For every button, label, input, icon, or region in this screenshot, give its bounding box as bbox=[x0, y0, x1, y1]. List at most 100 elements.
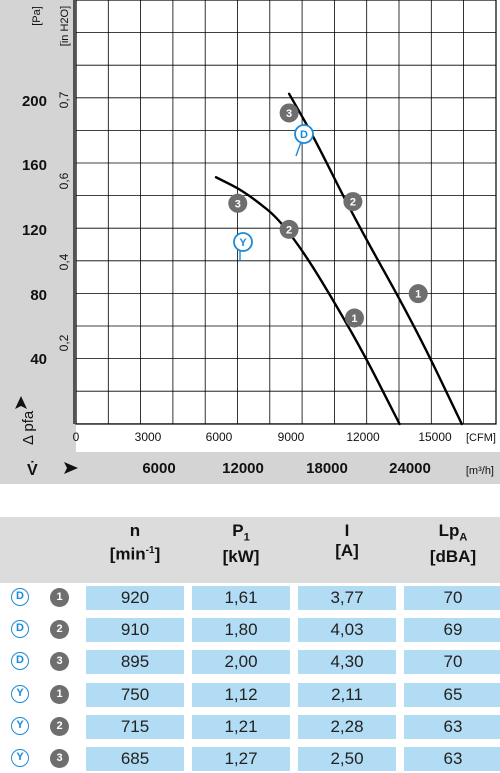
curve-label-badge-d bbox=[294, 124, 314, 144]
cfm-tick-label: 9000 bbox=[278, 430, 305, 444]
bottom-axis-panel bbox=[0, 452, 500, 484]
operating-point-marker bbox=[343, 192, 363, 212]
operating-point-marker bbox=[408, 284, 428, 304]
table-cell: 1,12 bbox=[192, 683, 290, 707]
table-cell: 3,77 bbox=[298, 586, 396, 610]
table-row: D 3 895 2,00 4,30 70 bbox=[0, 650, 500, 676]
pa-tick-label: 200 bbox=[22, 93, 47, 110]
operating-point-badge: 2 bbox=[50, 717, 69, 736]
inh2o-tick-label: 0,4 bbox=[57, 253, 71, 270]
m3h-tick-label: 6000 bbox=[142, 460, 175, 477]
m3h-unit-label: [m³/h] bbox=[466, 465, 494, 477]
table-cell: 2,28 bbox=[298, 715, 396, 739]
curve-label-badge-y bbox=[233, 232, 253, 252]
table-row: D 1 920 1,61 3,77 70 bbox=[0, 586, 500, 612]
connection-badge: Y bbox=[11, 717, 29, 735]
plot-area bbox=[76, 0, 496, 424]
table-cell: 2,50 bbox=[298, 747, 396, 771]
cfm-tick-label: 0 bbox=[73, 430, 80, 444]
column-header: P1 [kW] bbox=[222, 521, 260, 567]
cfm-tick-label: 3000 bbox=[135, 430, 162, 444]
connection-badge: D bbox=[11, 652, 29, 670]
table-cell: 2,00 bbox=[192, 650, 290, 674]
m3h-tick-label: 24000 bbox=[389, 460, 431, 477]
table-cell: 750 bbox=[86, 683, 184, 707]
pa-tick-label: 120 bbox=[22, 222, 47, 239]
table-cell: 910 bbox=[86, 618, 184, 642]
cfm-tick-label: 15000 bbox=[418, 430, 452, 444]
operating-point-label: 3 bbox=[286, 108, 292, 120]
connection-badge: D bbox=[11, 588, 29, 606]
curve-label-text: D bbox=[300, 129, 308, 141]
pa-tick-label: 160 bbox=[22, 157, 47, 174]
table-row: Y 1 750 1,12 2,11 65 bbox=[0, 683, 500, 709]
table-row: D 2 910 1,80 4,03 69 bbox=[0, 618, 500, 644]
operating-point-badge: 3 bbox=[50, 749, 69, 768]
column-header: LpA [dBA] bbox=[429, 521, 477, 567]
y-axis-label: Δ pfa bbox=[20, 410, 37, 445]
operating-point-badge: 2 bbox=[50, 620, 69, 639]
curve-label-leader bbox=[295, 141, 302, 157]
table-cell: 70 bbox=[404, 650, 500, 674]
left-axis-panel bbox=[0, 0, 76, 452]
operating-point-label: 1 bbox=[351, 313, 357, 325]
table-cell: 69 bbox=[404, 618, 500, 642]
connection-badge: Y bbox=[11, 685, 29, 703]
operating-point-label: 1 bbox=[415, 289, 421, 301]
table-cell: 1,80 bbox=[192, 618, 290, 642]
inh2o-unit-label: [in H2O] bbox=[59, 6, 71, 46]
table-cell: 685 bbox=[86, 747, 184, 771]
table-cell: 895 bbox=[86, 650, 184, 674]
operating-point-marker bbox=[228, 193, 248, 213]
connection-badge: D bbox=[11, 620, 29, 638]
table-row: Y 3 685 1,27 2,50 63 bbox=[0, 747, 500, 773]
m3h-tick-label: 18000 bbox=[306, 460, 348, 477]
table-row: Y 2 715 1,21 2,28 63 bbox=[0, 715, 500, 741]
table-cell: 70 bbox=[404, 586, 500, 610]
column-header: n [min-1] bbox=[109, 521, 161, 564]
cfm-unit-label: [CFM] bbox=[466, 432, 496, 444]
table-cell: 920 bbox=[86, 586, 184, 610]
operating-point-badge: 3 bbox=[50, 652, 69, 671]
x-axis-label: V̇ bbox=[27, 461, 38, 479]
y-axis-arrow-icon bbox=[15, 396, 27, 409]
operating-point-marker bbox=[279, 219, 299, 239]
curve-label-text: Y bbox=[239, 237, 247, 249]
table-cell: 63 bbox=[404, 747, 500, 771]
operating-point-label: 3 bbox=[235, 198, 241, 210]
m3h-tick-label: 12000 bbox=[222, 460, 264, 477]
operating-point-badge: 1 bbox=[50, 685, 69, 704]
table-cell: 715 bbox=[86, 715, 184, 739]
cfm-tick-label: 12000 bbox=[346, 430, 380, 444]
inh2o-tick-label: 0,7 bbox=[57, 91, 71, 108]
table-cell: 1,61 bbox=[192, 586, 290, 610]
operating-point-marker bbox=[279, 103, 299, 123]
connection-badge: Y bbox=[11, 749, 29, 767]
table-cell: 63 bbox=[404, 715, 500, 739]
operating-point-label: 2 bbox=[286, 224, 292, 236]
operating-point-badge: 1 bbox=[50, 588, 69, 607]
inh2o-tick-label: 0,6 bbox=[57, 172, 71, 189]
table-cell: 1,21 bbox=[192, 715, 290, 739]
operating-point-label: 2 bbox=[350, 197, 356, 209]
table-cell: 4,03 bbox=[298, 618, 396, 642]
table-header bbox=[0, 517, 500, 583]
pa-unit-label: [Pa] bbox=[31, 6, 43, 26]
pa-tick-label: 80 bbox=[30, 287, 47, 304]
column-header: I [A] bbox=[335, 521, 359, 560]
table-cell: 1,27 bbox=[192, 747, 290, 771]
operating-point-marker bbox=[344, 308, 364, 328]
curve-d bbox=[287, 92, 463, 426]
table-cell: 2,11 bbox=[298, 683, 396, 707]
inh2o-tick-label: 0,2 bbox=[57, 334, 71, 351]
table-cell: 4,30 bbox=[298, 650, 396, 674]
cfm-tick-label: 6000 bbox=[206, 430, 233, 444]
curve-y bbox=[214, 176, 401, 426]
pa-tick-label: 40 bbox=[30, 351, 47, 368]
x-axis-arrow-icon bbox=[64, 462, 78, 474]
plot-frame bbox=[75, 0, 497, 425]
table-cell: 65 bbox=[404, 683, 500, 707]
